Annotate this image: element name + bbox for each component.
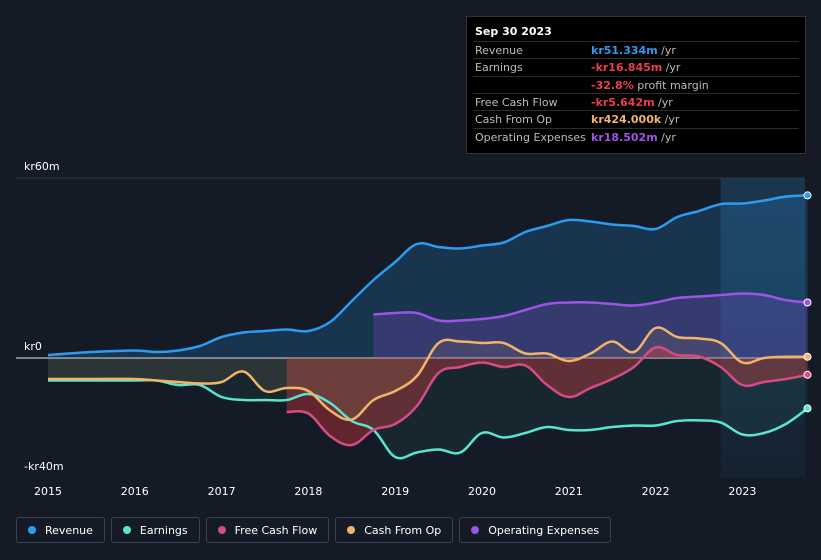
x-tick-label-2017: 2017 [208,485,236,498]
x-tick-label-2019: 2019 [381,485,409,498]
x-tick-label-2015: 2015 [34,485,62,498]
legend-dot-icon [28,526,36,534]
tooltip-panel: Sep 30 2023 Revenue kr51.334m /yr Earnings… [466,16,806,154]
tooltip-row-label: Cash From Op [475,113,553,127]
tooltip-row-value: -kr16.845m /yr [591,61,681,75]
x-tick-label-2018: 2018 [294,485,322,498]
legend: Revenue Earnings Free Cash Flow Cash From O… [16,517,612,545]
cfo-end-dot [803,352,812,361]
x-tick-label-2022: 2022 [642,485,670,498]
legend-label: Free Cash Flow [234,523,318,537]
fcf-line [286,345,808,447]
x-tick-label-2023: 2023 [728,485,756,498]
x-axis: 2015 2016 2017 2018 2019 2020 2021 2022 2023 [34,485,756,498]
tooltip-row-value: kr51.334m /yr [591,44,676,57]
y-tick-label-min: -kr40m [24,460,64,473]
tooltip-row-label: Revenue [475,44,523,57]
tooltip-row-label: Earnings [475,61,523,75]
tooltip-row-value: -32.8% profit margin [591,78,709,92]
tooltip-row: Cash From Op kr424.000k /yr [473,110,799,128]
revenue-line [47,194,808,357]
legend-dot-icon [122,526,131,534]
series-areas [48,195,808,459]
tooltip-row: Operating Expenses kr18.502m /yr [473,127,799,146]
tooltip-row-value: kr424.000k /yr [591,113,680,127]
revenue-area [48,195,808,358]
legend-item-revenue[interactable]: Revenue [16,517,105,543]
legend-item-operating-expenses[interactable]: Operating Expenses [459,517,612,543]
x-tick-label-2016: 2016 [121,485,149,498]
legend-dot-icon [217,526,226,534]
opex-line [373,292,808,323]
x-tick-label-2021: 2021 [555,485,583,498]
revenue-end-dot [803,191,812,200]
tooltip-row: -32.8% profit margin [473,75,799,94]
tooltip-date: Sep 30 2023 [475,25,552,38]
tooltip-row: Earnings -kr16.845m /yr [473,58,799,76]
series-lines [47,194,809,460]
cfo-area [48,327,808,420]
legend-item-cash-from-op[interactable]: Cash From Op [335,517,454,543]
cfo-line [47,326,808,422]
legend-dot-icon [471,526,480,534]
earnings-end-dot [803,404,812,413]
tooltip-row-label: Free Cash Flow [475,95,558,109]
y-tick-label-zero: kr0 [24,340,42,353]
legend-label: Cash From Op [364,523,442,537]
fcf-end-dot [803,370,812,379]
series-end-dots [803,191,812,413]
tooltip-row-value: -kr5.642m /yr [591,95,673,109]
legend-item-free-cash-flow[interactable]: Free Cash Flow [205,517,330,543]
tooltip-row: Revenue kr51.334m /yr [473,41,799,59]
legend-item-earnings[interactable]: Earnings [110,517,200,543]
opex-end-dot [803,298,812,307]
earnings-area [48,358,808,459]
y-tick-label-max: kr60m [24,160,60,173]
legend-label: Revenue [45,523,93,537]
tooltip-row-value: kr18.502m /yr [591,130,676,144]
legend-dot-icon [347,526,356,534]
forecast-region [720,178,805,478]
legend-label: Earnings [139,523,188,537]
earnings-line [48,378,809,460]
legend-label: Operating Expenses [488,523,600,537]
x-tick-label-2020: 2020 [468,485,496,498]
fcf-area [286,347,808,446]
tooltip-row: Free Cash Flow -kr5.642m /yr [473,92,799,111]
tooltip-row-label: Operating Expenses [475,130,586,144]
